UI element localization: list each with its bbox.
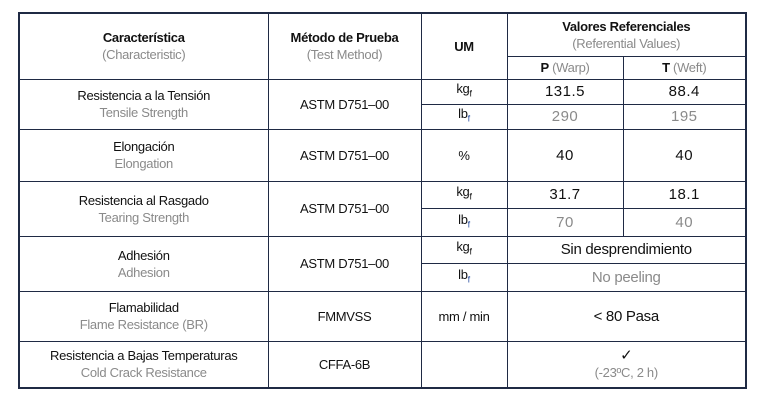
- characteristic-es: Resistencia a la Tensión: [77, 88, 211, 103]
- header-text: (Referential Values): [572, 35, 681, 51]
- table-row: lbf No peeling: [19, 263, 747, 292]
- characteristic-cell: Adhesión Adhesion: [18, 235, 269, 292]
- characteristic-cell: Resistencia al Rasgado Tearing Strength: [18, 180, 269, 237]
- header-row: P (Warp) T (Weft): [19, 55, 747, 80]
- characteristic-cell: Resistencia a Bajas Temperaturas Cold Cra…: [18, 340, 269, 389]
- value-cell: 131.5: [506, 78, 624, 105]
- result-cell: No peeling: [506, 263, 747, 292]
- spec-table: Característica (Characteristic) Método de…: [18, 12, 747, 389]
- header-text: Característica: [102, 30, 185, 46]
- header-cell: Característica (Characteristic): [18, 12, 269, 80]
- value-cell: 18.1: [622, 180, 747, 209]
- header-cell: T (Weft): [622, 55, 747, 80]
- table-row: Resistencia a la Tensión Tensile Strength…: [18, 78, 747, 130]
- header-text: (Warp): [552, 60, 590, 75]
- header-text: (Characteristic): [102, 47, 186, 63]
- characteristic-en: Tensile Strength: [99, 105, 189, 120]
- unit-text: %: [458, 147, 470, 163]
- result-text: ✓: [620, 347, 633, 365]
- header-text: Método de Prueba: [290, 30, 399, 46]
- unit-sub: f: [469, 247, 472, 258]
- characteristic-es: Resistencia al Rasgado: [78, 192, 209, 208]
- unit-cell: lbf: [420, 208, 508, 237]
- table-row: Elongación Elongation ASTM D751–00% 40 40: [18, 128, 747, 182]
- unit-text: kg: [456, 239, 470, 255]
- method-cell: FMMVSS: [267, 290, 422, 342]
- header-text: (Test Method): [306, 47, 383, 63]
- characteristic-cell: Elongación Elongation: [18, 128, 269, 182]
- table-row: Adhesión Adhesion ASTM D751–00 kgf Sin despr…: [18, 235, 747, 292]
- table-row: Resistencia al Rasgado Tearing Strength AS…: [18, 180, 747, 237]
- header-cell: Método de Prueba (Test Method): [267, 12, 422, 80]
- value-cell: 70: [506, 208, 624, 237]
- unit-sub: f: [469, 192, 472, 203]
- header-cell: P (Warp): [506, 55, 624, 80]
- header-cell: UM: [420, 12, 508, 80]
- unit-sub: f: [467, 219, 471, 230]
- result-cell: Sin desprendimiento: [506, 235, 747, 264]
- unit-cell: mm / min: [420, 290, 508, 342]
- unit-text: lb: [458, 266, 468, 282]
- unit-cell: %: [420, 128, 508, 182]
- header-text: (Weft): [673, 60, 707, 75]
- result-cell: < 80 Pasa: [506, 290, 747, 342]
- value-cell: 195: [622, 103, 747, 130]
- method-cell: CFFA-6B: [267, 340, 422, 389]
- table-row: lbf 70 40: [19, 208, 747, 237]
- table-row: Resistencia a Bajas Temperaturas Cold Cra…: [18, 340, 747, 389]
- unit-cell: lbf: [420, 103, 508, 130]
- value-cell: 31.7: [506, 180, 624, 209]
- header-text: T: [662, 60, 670, 75]
- method-cell: ASTM D751–00: [267, 235, 422, 292]
- value-cell: 40: [622, 208, 747, 237]
- characteristic-es: Resistencia a Bajas Temperaturas: [50, 348, 238, 364]
- characteristic-en: Tearing Strength: [98, 209, 190, 225]
- characteristic-es: Elongación: [113, 139, 175, 154]
- header-cell: Valores Referenciales (Referential Values…: [506, 12, 747, 57]
- characteristic-es: Flamabilidad: [108, 300, 179, 315]
- method-cell: ASTM D751–00: [267, 180, 422, 237]
- characteristic-en: Cold Crack Resistance: [80, 365, 207, 381]
- unit-text: mm / min: [438, 308, 490, 324]
- characteristic-cell: Resistencia a la Tensión Tensile Strength: [18, 78, 269, 130]
- method-cell: ASTM D751–00: [267, 128, 422, 182]
- characteristic-cell: Flamabilidad Flame Resistance (BR): [18, 290, 269, 342]
- header-row: Característica (Characteristic) Método de…: [18, 12, 747, 80]
- value-cell: 88.4: [622, 78, 747, 105]
- characteristic-es: Adhesión: [117, 247, 170, 263]
- characteristic-en: Adhesion: [117, 264, 170, 280]
- header-text: Valores Referenciales: [562, 18, 691, 34]
- result-text: < 80 Pasa: [593, 307, 660, 325]
- result-text: (-23ºC, 2 h): [594, 365, 659, 381]
- unit-sub: f: [467, 274, 471, 285]
- unit-sub: f: [467, 113, 471, 124]
- header-text: P: [540, 60, 549, 75]
- unit-text: kg: [456, 184, 470, 200]
- unit-cell: lbf: [420, 263, 508, 292]
- unit-cell: kgf: [420, 180, 508, 209]
- unit-cell: kgf: [420, 235, 508, 264]
- value-cell: 40: [622, 128, 747, 182]
- unit-text: lb: [458, 106, 468, 122]
- unit-text: kg: [456, 81, 470, 97]
- value-cell: 40: [506, 128, 624, 182]
- table-row: Flamabilidad Flame Resistance (BR) FMMVSS m…: [18, 290, 747, 342]
- unit-cell: kgf: [420, 78, 508, 105]
- characteristic-en: Flame Resistance (BR): [79, 317, 208, 332]
- result-cell: ✓ (-23ºC, 2 h): [506, 340, 747, 389]
- unit-cell: [420, 340, 508, 389]
- method-cell: ASTM D751–00: [267, 78, 422, 130]
- unit-sub: f: [469, 88, 472, 99]
- characteristic-en: Elongation: [114, 156, 174, 171]
- unit-text: lb: [458, 211, 468, 227]
- value-cell: 290: [506, 103, 624, 130]
